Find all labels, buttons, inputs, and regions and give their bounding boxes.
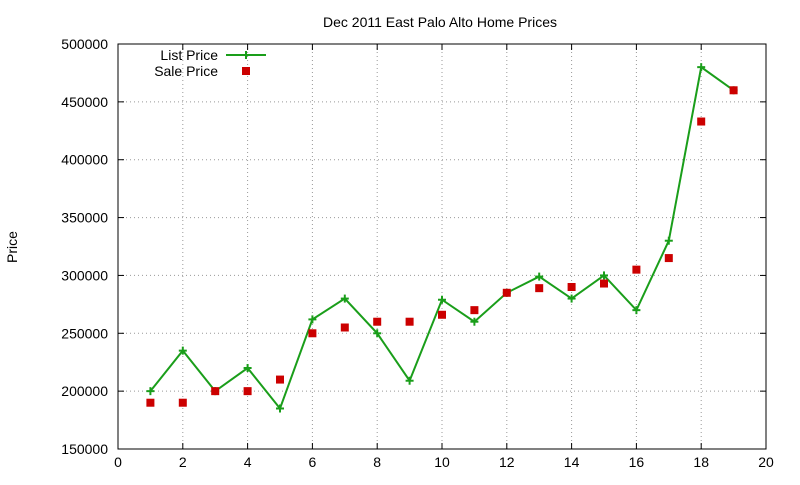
x-tick-label: 18 (693, 454, 709, 470)
sale-price-point (697, 117, 706, 126)
chart-title: Dec 2011 East Palo Alto Home Prices (323, 14, 557, 30)
x-tick-label: 8 (373, 454, 381, 470)
sale-price-point (470, 306, 479, 315)
legend-square-marker (242, 67, 250, 75)
list-price-point (405, 376, 414, 385)
legend-label: Sale Price (154, 63, 218, 79)
series-sale-price (146, 86, 738, 407)
legend-cross-marker (242, 51, 250, 59)
y-tick-label: 200000 (61, 383, 108, 399)
list-price-point (276, 404, 284, 413)
sale-price-point (567, 283, 576, 291)
list-price-point (373, 329, 382, 338)
y-tick-label: 300000 (61, 267, 108, 283)
y-tick-label: 400000 (61, 152, 108, 168)
list-price-point (632, 306, 641, 315)
sale-price-point (729, 86, 738, 95)
sale-price-point (405, 317, 414, 326)
list-price-point (535, 272, 544, 281)
list-price-point (697, 63, 706, 72)
sale-price-point (146, 398, 155, 407)
y-tick-label: 500000 (61, 36, 108, 52)
sale-price-point (276, 375, 284, 384)
list-price-point (567, 294, 576, 303)
list-price-point (470, 317, 479, 326)
x-tick-label: 14 (564, 454, 580, 470)
x-tick-label: 2 (179, 454, 187, 470)
axis-ticks: 0 2 4 6 8 10 12 14 16 18 20 150000 200000 250000 30000… (61, 36, 774, 470)
sale-price-point (664, 254, 673, 263)
list-price-point (243, 364, 252, 372)
sale-price-point (373, 317, 382, 326)
list-price-point (438, 295, 446, 304)
list-price-point (664, 236, 673, 245)
y-tick-label: 350000 (61, 210, 108, 226)
list-price-point (600, 271, 608, 280)
x-tick-label: 20 (758, 454, 774, 470)
list-price-point (340, 294, 349, 303)
x-tick-label: 4 (244, 454, 252, 470)
y-tick-label: 150000 (61, 441, 108, 457)
list-price-point (178, 346, 187, 355)
grid-lines (118, 44, 766, 449)
sale-price-point (211, 387, 220, 396)
list-price-point (146, 387, 155, 396)
x-tick-label: 16 (629, 454, 645, 470)
sale-price-point (340, 323, 349, 332)
x-tick-label: 6 (309, 454, 317, 470)
list-price-line (149, 65, 735, 411)
sale-price-point (308, 329, 317, 338)
y-tick-label: 450000 (61, 94, 108, 110)
sale-price-point (502, 288, 511, 297)
legend-label: List Price (160, 47, 218, 63)
list-price-point (308, 315, 317, 324)
sale-price-point (178, 398, 187, 407)
sale-price-point (535, 284, 544, 293)
y-axis-label: Price (4, 231, 20, 263)
plot-border (117, 43, 767, 450)
y-tick-label: 250000 (61, 325, 108, 341)
sale-price-point (632, 265, 641, 274)
sale-price-point (600, 279, 608, 288)
x-tick-label: 10 (434, 454, 450, 470)
sale-price-point (243, 387, 252, 396)
series-layer (146, 63, 738, 413)
sale-price-point (438, 310, 446, 319)
x-tick-label: 0 (114, 454, 122, 470)
x-tick-label: 12 (499, 454, 515, 470)
